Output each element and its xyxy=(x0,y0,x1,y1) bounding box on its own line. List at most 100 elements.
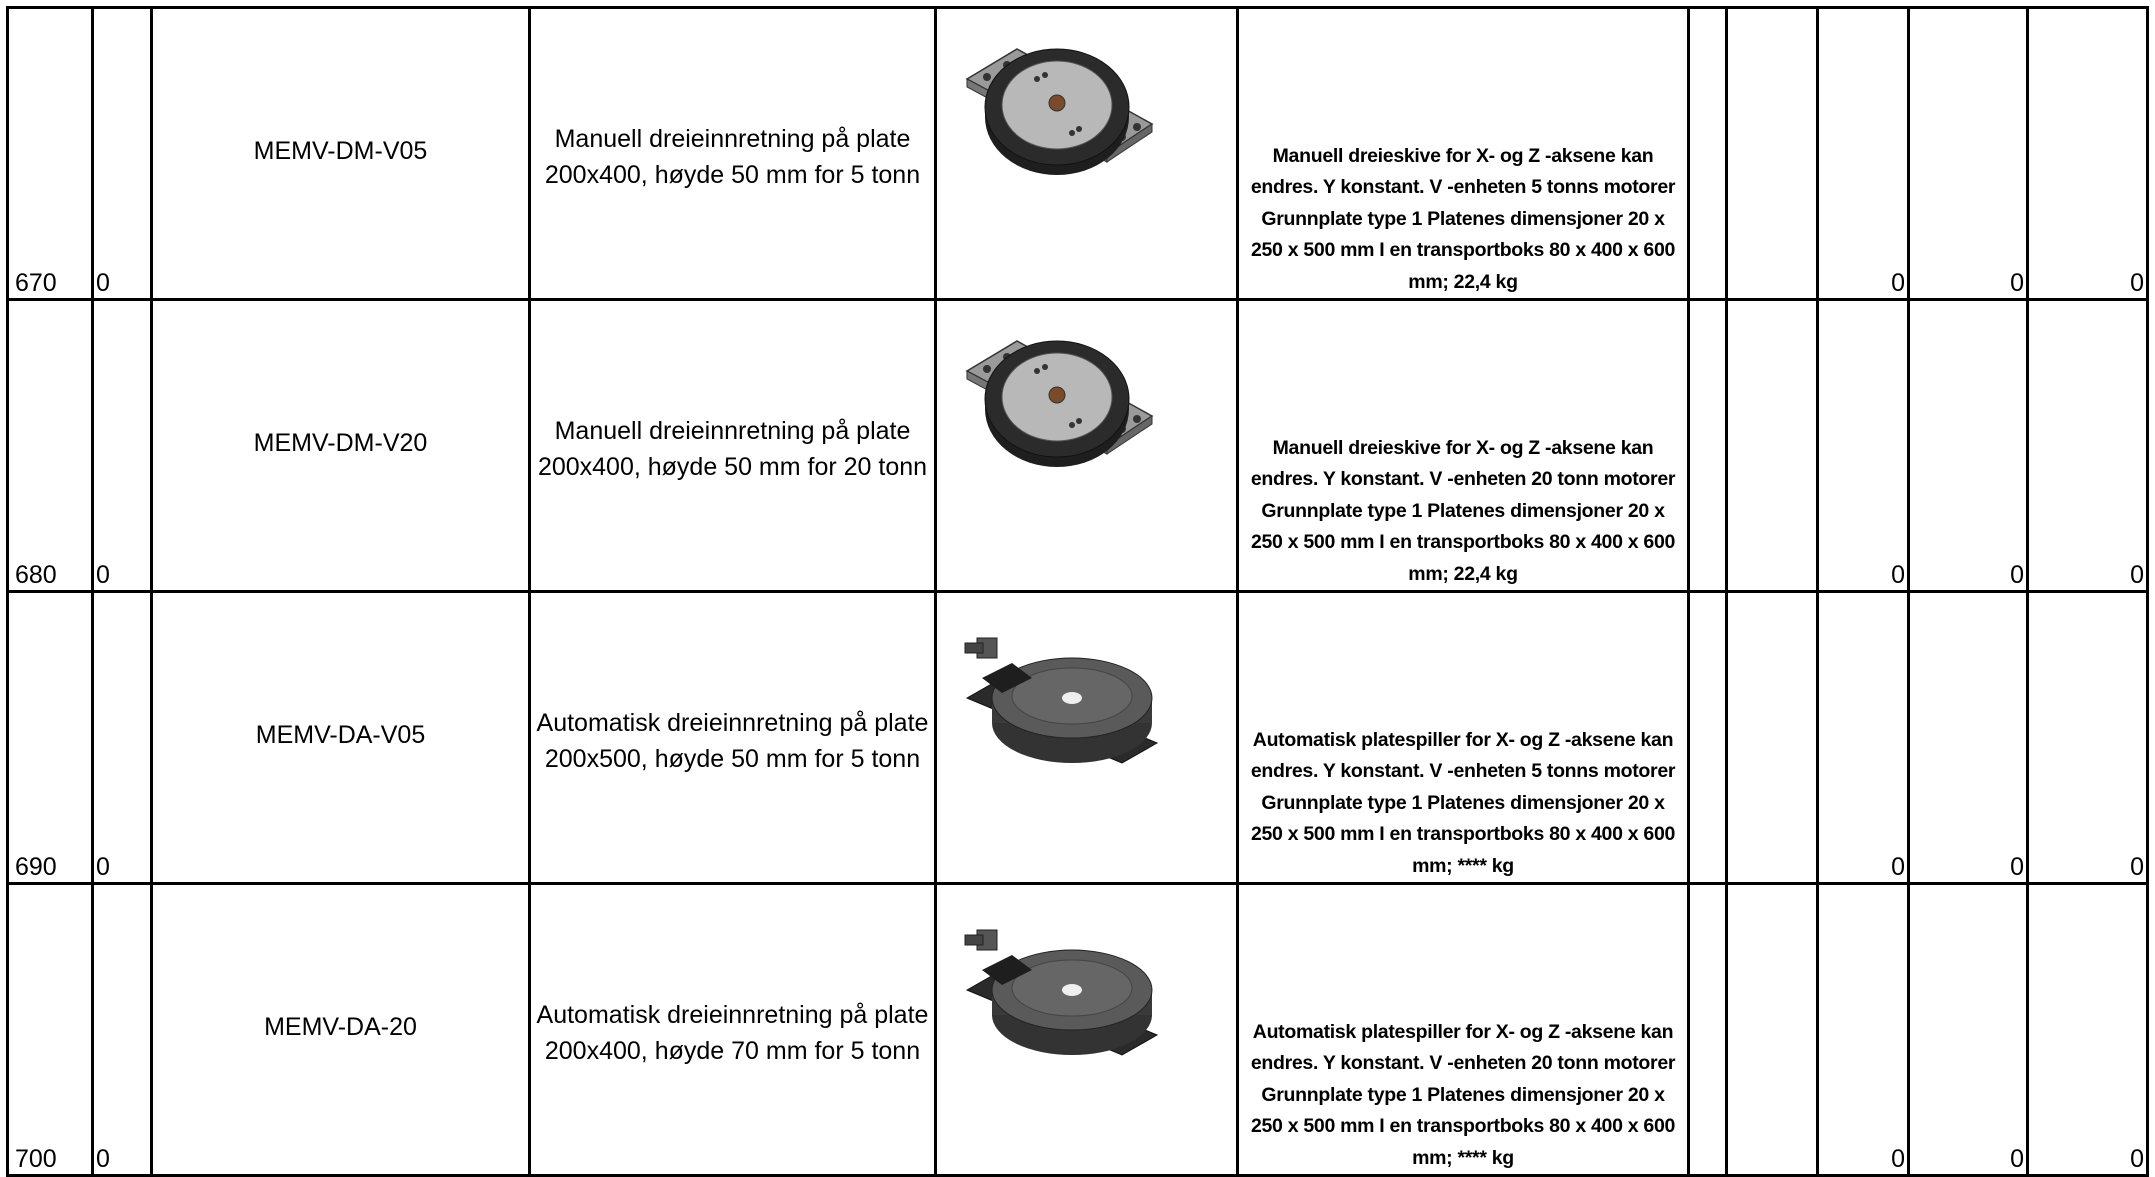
cell-content xyxy=(1728,9,1816,298)
table-cell: 0 xyxy=(2026,6,2149,301)
cell-content: MEMV-DA-20 xyxy=(153,885,528,1174)
cell-content: Manuell dreieinnretning på plate 200x400… xyxy=(531,301,934,590)
table-cell: 0 xyxy=(1907,882,2029,1177)
cell-content xyxy=(937,301,1236,590)
product-description: Manuell dreieinnretning på plate 200x400… xyxy=(544,125,921,189)
table-cell: 0 xyxy=(1816,298,1910,593)
value-cell: 0 xyxy=(2010,1145,2024,1173)
value-cell: 0 xyxy=(1891,561,1905,589)
table-cell: Automatisk platespiller for X- og Z -aks… xyxy=(1236,590,1690,885)
table-row: 690 0 MEMV-DA-V05 Automatisk dreieinnretnin… xyxy=(6,590,2149,885)
product-image xyxy=(957,915,1177,1072)
value-cell: 0 xyxy=(2010,561,2024,589)
value-cell: 0 xyxy=(1891,269,1905,297)
cell-content xyxy=(1690,885,1725,1174)
table-cell xyxy=(1725,298,1819,593)
cell-content: 0 xyxy=(94,9,150,298)
row-number: 670 xyxy=(15,269,57,297)
table-cell: 0 xyxy=(2026,882,2149,1177)
value-cell: 0 xyxy=(2130,561,2144,589)
table-cell: 690 xyxy=(6,590,94,885)
table-cell: Manuell dreieinnretning på plate 200x400… xyxy=(528,6,937,301)
cell-content xyxy=(1728,301,1816,590)
cell-content xyxy=(1728,885,1816,1174)
cell-content xyxy=(1690,9,1725,298)
cell-content: 0 xyxy=(1910,593,2026,882)
product-illustration xyxy=(965,48,1154,175)
cell-content: 0 xyxy=(1910,885,2026,1174)
table-cell: Manuell dreieinnretning på plate 200x400… xyxy=(528,298,937,593)
cell-content: 680 xyxy=(9,301,91,590)
table-cell xyxy=(934,298,1239,593)
product-illustration xyxy=(964,637,1159,764)
table-cell xyxy=(934,882,1239,1177)
table-cell xyxy=(1725,590,1819,885)
table-cell: 0 xyxy=(1816,6,1910,301)
product-description: Automatisk dreieinnretning på plate 200x… xyxy=(536,709,929,773)
table-cell: Manuell dreieskive for X- og Z -aksene k… xyxy=(1236,298,1690,593)
cell-content xyxy=(1690,301,1725,590)
product-code: MEMV-DA-V05 xyxy=(255,721,426,749)
table-cell xyxy=(934,590,1239,885)
cell-content: Automatisk platespiller for X- og Z -aks… xyxy=(1239,593,1687,882)
product-illustration xyxy=(965,340,1154,467)
cell-content: 670 xyxy=(9,9,91,298)
value-cell: 0 xyxy=(2010,853,2024,881)
product-image xyxy=(957,623,1177,780)
table-cell xyxy=(1687,882,1728,1177)
product-table: 670 0 MEMV-DM-V05 Manuell dreieinnretning p… xyxy=(6,6,2149,1177)
table-cell: MEMV-DM-V05 xyxy=(150,6,531,301)
table-body: 670 0 MEMV-DM-V05 Manuell dreieinnretning p… xyxy=(6,6,2149,1177)
table-cell: MEMV-DA-V05 xyxy=(150,590,531,885)
cell-content: Manuell dreieskive for X- og Z -aksene k… xyxy=(1239,301,1687,590)
row-number: 690 xyxy=(15,853,57,881)
cell-content: 0 xyxy=(94,885,150,1174)
value-cell: 0 xyxy=(1891,853,1905,881)
cell-content: 0 xyxy=(2029,593,2146,882)
table-cell: 0 xyxy=(1816,590,1910,885)
table-cell: MEMV-DA-20 xyxy=(150,882,531,1177)
cell-content xyxy=(937,593,1236,882)
cell-content: MEMV-DM-V20 xyxy=(153,301,528,590)
cell-content: Manuell dreieinnretning på plate 200x400… xyxy=(531,9,934,298)
row-number: 680 xyxy=(15,561,57,589)
table-cell xyxy=(1687,298,1728,593)
cell-content: 0 xyxy=(1910,301,2026,590)
cell-content: 0 xyxy=(1819,301,1907,590)
product-details: Automatisk platespiller for X- og Z -aks… xyxy=(1250,728,1676,877)
cell-content: 0 xyxy=(1819,885,1907,1174)
cell-content xyxy=(1690,593,1725,882)
value-cell: 0 xyxy=(2130,1145,2144,1173)
table-cell: 0 xyxy=(1907,298,2029,593)
product-image xyxy=(957,39,1157,196)
product-code: MEMV-DM-V20 xyxy=(253,429,428,457)
table-cell: 0 xyxy=(2026,298,2149,593)
table-cell: Automatisk dreieinnretning på plate 200x… xyxy=(528,590,937,885)
table-cell: 680 xyxy=(6,298,94,593)
table-cell: 0 xyxy=(91,882,153,1177)
cell-content: MEMV-DA-V05 xyxy=(153,593,528,882)
table-cell: 0 xyxy=(2026,590,2149,885)
table-cell xyxy=(1687,590,1728,885)
table-cell: 0 xyxy=(1907,6,2029,301)
cell-content: 0 xyxy=(2029,301,2146,590)
cell-content: 700 xyxy=(9,885,91,1174)
table-cell: 0 xyxy=(91,298,153,593)
product-code: MEMV-DA-20 xyxy=(264,1013,417,1041)
cell-content xyxy=(937,885,1236,1174)
product-code: MEMV-DM-V05 xyxy=(253,137,428,165)
cell-content: 0 xyxy=(2029,9,2146,298)
cell-content: 0 xyxy=(94,593,150,882)
value-cell: 0 xyxy=(2010,269,2024,297)
product-image xyxy=(957,331,1157,488)
table-row: 680 0 MEMV-DM-V20 Manuell dreieinnretning p… xyxy=(6,298,2149,593)
cell-content: 0 xyxy=(1819,593,1907,882)
table-row: 700 0 MEMV-DA-20 Automatisk dreieinnretning… xyxy=(6,882,2149,1177)
product-illustration xyxy=(964,929,1159,1056)
product-description: Automatisk dreieinnretning på plate 200x… xyxy=(536,1001,929,1065)
product-details: Manuell dreieskive for X- og Z -aksene k… xyxy=(1250,144,1676,293)
table-cell: Automatisk platespiller for X- og Z -aks… xyxy=(1236,882,1690,1177)
table-cell: 700 xyxy=(6,882,94,1177)
